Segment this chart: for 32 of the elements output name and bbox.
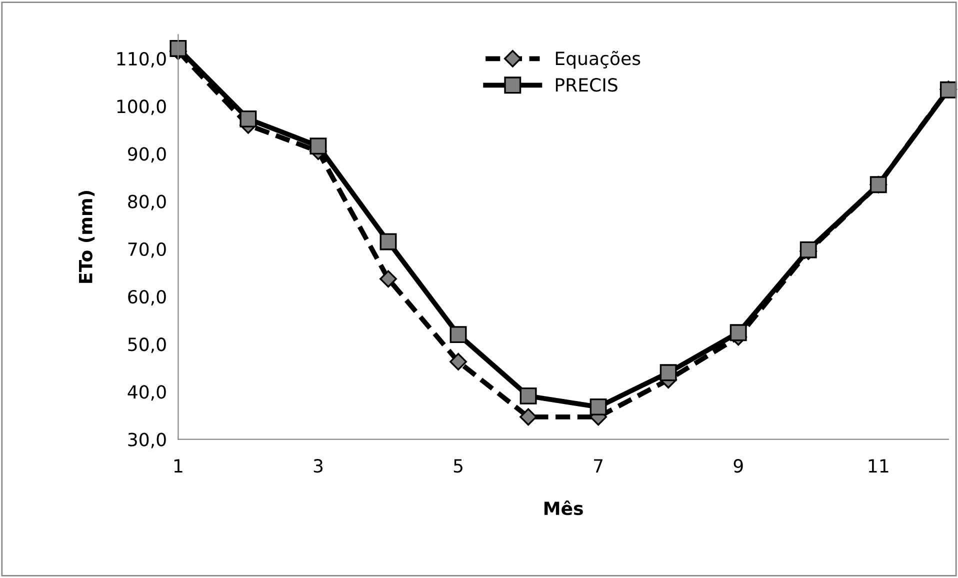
point xyxy=(730,324,747,342)
x-tick-label: 1 xyxy=(174,459,182,472)
y-tick-label: 60,0 xyxy=(128,290,166,306)
point xyxy=(310,138,327,155)
y-tick-label: 30,0 xyxy=(128,432,166,448)
x-tick-label: 11 xyxy=(868,459,888,472)
y-tick-label: 50,0 xyxy=(128,338,166,354)
y-tick-label: 90,0 xyxy=(128,147,166,163)
y-tick-label: 80,0 xyxy=(128,194,166,210)
point xyxy=(590,398,607,416)
y-tick-label: 110,0 xyxy=(117,52,166,68)
y-tick-label: 40,0 xyxy=(128,385,166,401)
x-tick-label: 7 xyxy=(594,459,603,472)
point xyxy=(240,110,257,128)
x-tick-label: 5 xyxy=(454,459,462,473)
point xyxy=(450,353,467,370)
point xyxy=(380,233,397,250)
y-axis-title: ETo (mm) xyxy=(78,190,95,283)
legend-label: PRECIS xyxy=(556,78,618,92)
y-tick-label: 100,0 xyxy=(117,100,166,116)
y-tick-label: 70,0 xyxy=(128,242,166,258)
x-tick-label: 3 xyxy=(314,459,323,473)
point xyxy=(940,81,957,98)
legend-label: Equações xyxy=(556,50,640,69)
point xyxy=(520,387,537,404)
x-axis-title: Mês xyxy=(544,500,583,516)
point xyxy=(660,364,677,382)
point xyxy=(870,176,887,194)
x-tick-label: 9 xyxy=(734,459,743,473)
point xyxy=(520,408,537,426)
point xyxy=(450,326,467,344)
point xyxy=(380,270,397,288)
